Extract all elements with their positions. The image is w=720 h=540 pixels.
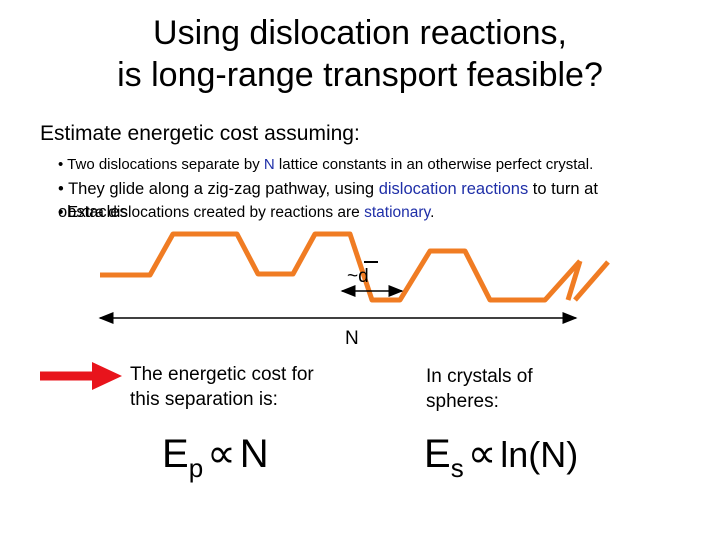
- bullet-text: • Extra dislocations created by reaction…: [58, 204, 365, 221]
- bullet-text: to turn at: [528, 180, 598, 198]
- zigzag-diagram: ~d N: [40, 231, 610, 390]
- bullet-reactions-highlight: dislocation reactions: [378, 180, 529, 198]
- red-arrow-icon: [40, 362, 122, 390]
- formula-symbol: E: [424, 432, 451, 476]
- bullet-separation: • Two dislocations separate by N lattice…: [58, 156, 593, 173]
- bullet-n-highlight: N: [263, 156, 275, 173]
- bullet-zigzag: • They glide along a zig-zag pathway, us…: [58, 180, 598, 199]
- zigzag-pathway: [100, 231, 582, 303]
- bullet-wrap-obstacles: obstacles: [58, 203, 128, 221]
- n-label: N: [345, 328, 359, 349]
- dislocation-segment: [565, 260, 583, 301]
- cost-line-1: The energetic cost for: [130, 364, 314, 385]
- crystal-spheres-text: In crystals of spheres:: [426, 364, 533, 414]
- slide-title: Using dislocation reactions, is long-ran…: [0, 12, 720, 96]
- proportional-icon: ∝: [207, 432, 236, 476]
- energetic-cost-text: The energetic cost for this separation i…: [130, 362, 314, 412]
- dislocation-end: [573, 260, 610, 302]
- bullet-text: • They glide along a zig-zag pathway, us…: [58, 180, 379, 198]
- proportional-icon: ∝: [467, 432, 497, 476]
- bullet-text: .: [430, 204, 435, 221]
- assumptions-heading: Estimate energetic cost assuming:: [40, 122, 360, 145]
- formula-es: Es ∝ ln(N): [424, 432, 579, 483]
- d-label: ~d: [347, 266, 369, 287]
- crystal-line-2: spheres:: [426, 391, 499, 412]
- formula-argument: N: [239, 432, 269, 476]
- bullet-text: lattice constants in an otherwise perfec…: [274, 156, 594, 173]
- formula-subscript: s: [450, 453, 464, 483]
- title-line-1: Using dislocation reactions,: [153, 14, 567, 52]
- bullet-text: • Two dislocations separate by: [58, 156, 264, 173]
- bullet-stationary-highlight: stationary: [364, 204, 431, 221]
- formula-ep: Ep ∝ N: [162, 432, 269, 483]
- formula-symbol: E: [162, 432, 189, 476]
- title-line-2: is long-range transport feasible?: [117, 56, 603, 94]
- formula-subscript: p: [188, 453, 204, 483]
- cost-line-2: this separation is:: [130, 389, 278, 410]
- crystal-line-1: In crystals of: [426, 366, 533, 387]
- bullet-stationary: • Extra dislocations created by reaction…: [58, 204, 434, 222]
- formula-argument: ln(N): [500, 434, 579, 475]
